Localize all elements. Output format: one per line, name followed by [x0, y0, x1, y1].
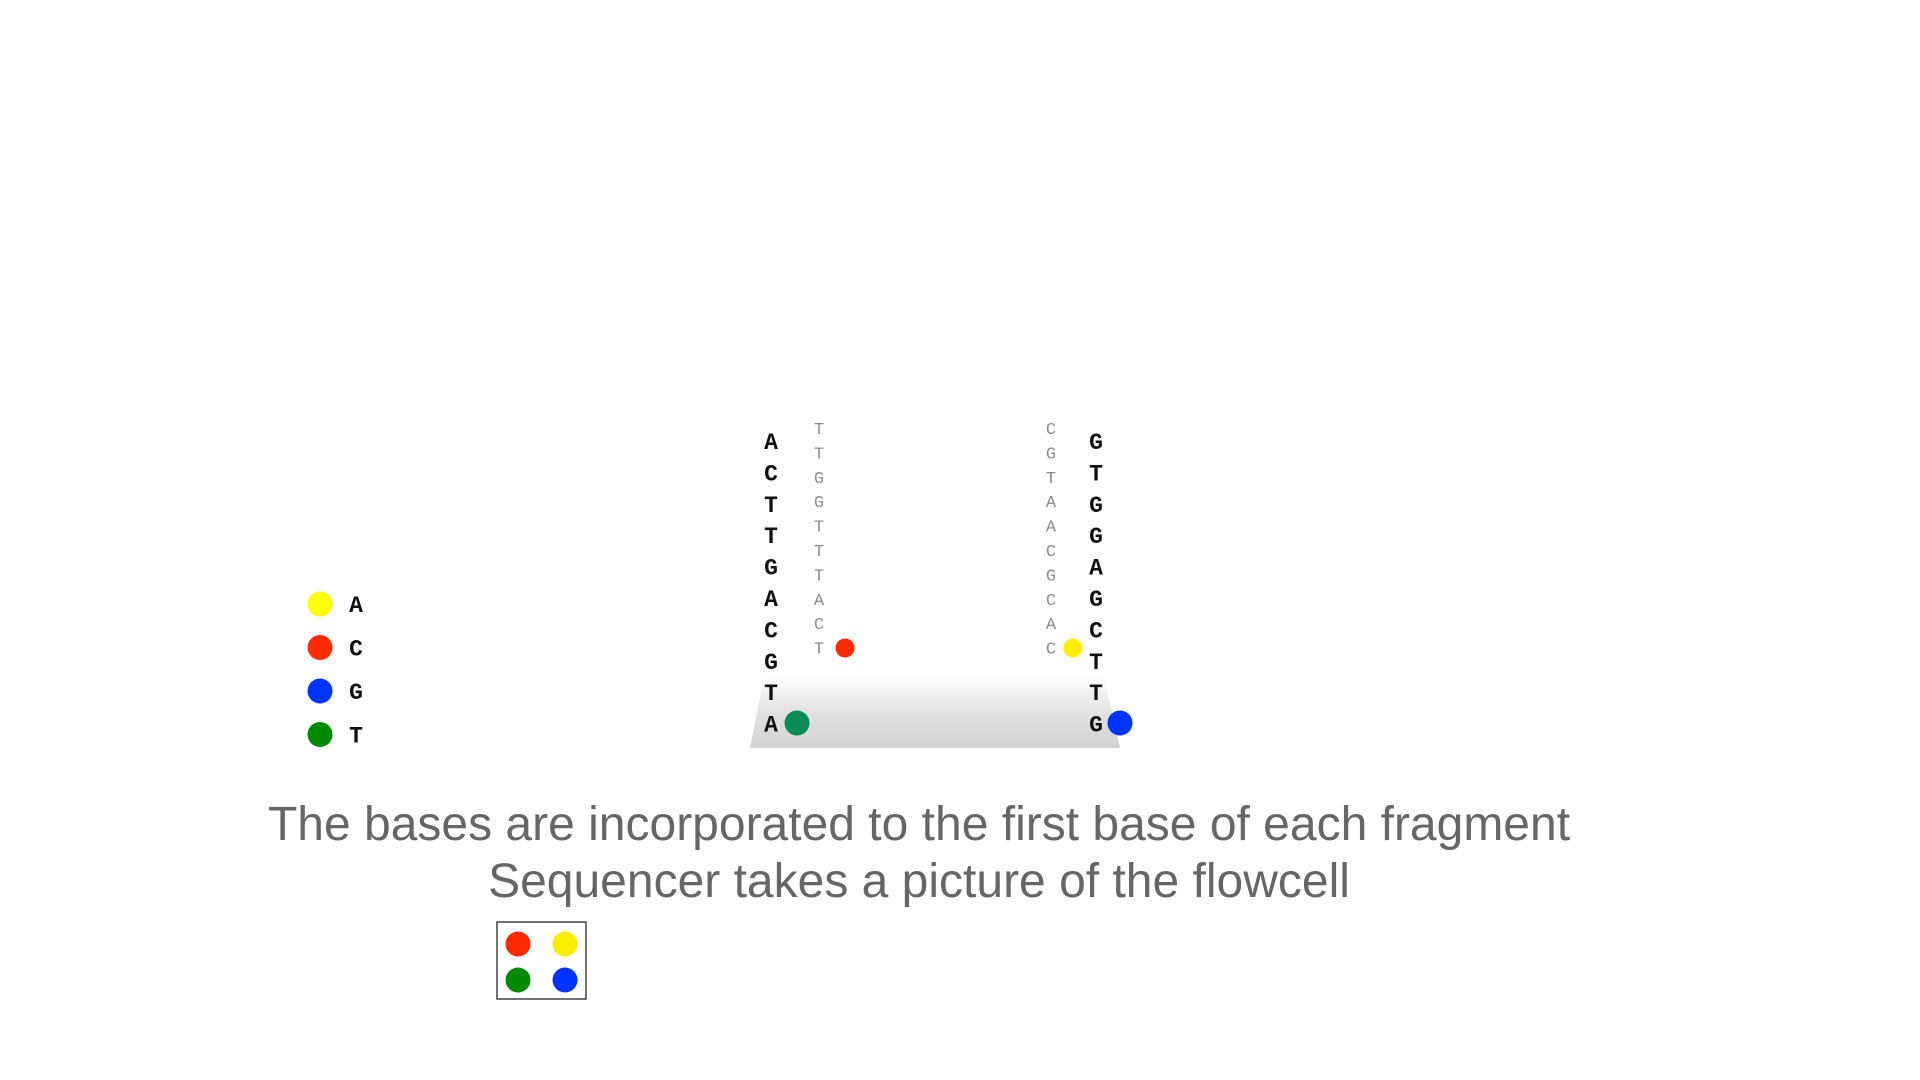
base-letter: C	[1089, 618, 1103, 644]
picture-dot-top-right	[552, 931, 578, 957]
base-letter: A	[764, 430, 778, 456]
legend-label-c: C	[349, 637, 363, 663]
legend-label-g: G	[349, 680, 363, 706]
caption-line-2: Sequencer takes a picture of the flowcel…	[488, 855, 1350, 908]
base-letter: T	[764, 493, 778, 519]
base-letter: T	[764, 524, 778, 550]
legend-dot-t	[307, 722, 333, 747]
base-letter: C	[764, 618, 778, 644]
picture-dot-bottom-right	[552, 967, 578, 993]
base-letter: A	[764, 587, 778, 613]
incorporated-dot-right-template	[1107, 710, 1133, 736]
base-letter: T	[814, 641, 824, 660]
base-letter: C	[1046, 543, 1056, 562]
base-letter: T	[814, 421, 824, 440]
base-letter: G	[1089, 713, 1103, 739]
base-letter: C	[1046, 641, 1056, 660]
base-letter: G	[814, 470, 824, 489]
base-letter: A	[814, 592, 825, 611]
base-letter: T	[764, 681, 778, 707]
base-letter: G	[1089, 493, 1103, 519]
caption-line-1: The bases are incorporated to the first …	[268, 798, 1570, 851]
base-letter: G	[1089, 524, 1103, 550]
incorporated-dot-left-complement	[835, 638, 855, 658]
base-letter: G	[764, 556, 778, 582]
base-letter: T	[1046, 470, 1056, 489]
flowcell-picture	[505, 931, 578, 993]
base-letter: A	[1046, 519, 1057, 538]
base-letter: C	[1046, 421, 1056, 440]
picture-dot-top-left	[505, 931, 531, 957]
base-letter: G	[1089, 430, 1103, 456]
base-letter: G	[1046, 445, 1056, 464]
picture-dot-bottom-left	[505, 967, 531, 993]
base-letter: A	[1046, 494, 1057, 513]
legend-dot-g	[307, 678, 333, 704]
base-letter: A	[1046, 616, 1057, 635]
legend-label-t: T	[349, 724, 363, 750]
base-letter: T	[1089, 681, 1103, 707]
incorporated-dot-left-template	[784, 710, 810, 736]
base-letter: C	[764, 461, 778, 487]
base-letter: T	[814, 519, 824, 538]
legend-dot-c	[307, 635, 333, 660]
base-letter: G	[814, 494, 824, 513]
base-letter: G	[1089, 587, 1103, 613]
base-letter: T	[814, 543, 824, 562]
legend-label-a: A	[349, 593, 363, 619]
base-letter: A	[764, 713, 778, 739]
incorporated-dot-right-complement	[1063, 638, 1083, 658]
base-letter: T	[1089, 461, 1103, 487]
base-letter: A	[1089, 556, 1103, 582]
base-letter: T	[814, 445, 824, 464]
base-letter: G	[1046, 567, 1056, 586]
incorporated-dots	[784, 638, 1133, 736]
flowcell-surface	[750, 676, 1120, 748]
base-letter: C	[1046, 592, 1056, 611]
legend-dot-a	[307, 591, 333, 617]
base-letter: G	[764, 650, 778, 676]
base-letter: T	[1089, 650, 1103, 676]
base-letter: C	[814, 616, 824, 635]
base-letter: T	[814, 567, 824, 586]
